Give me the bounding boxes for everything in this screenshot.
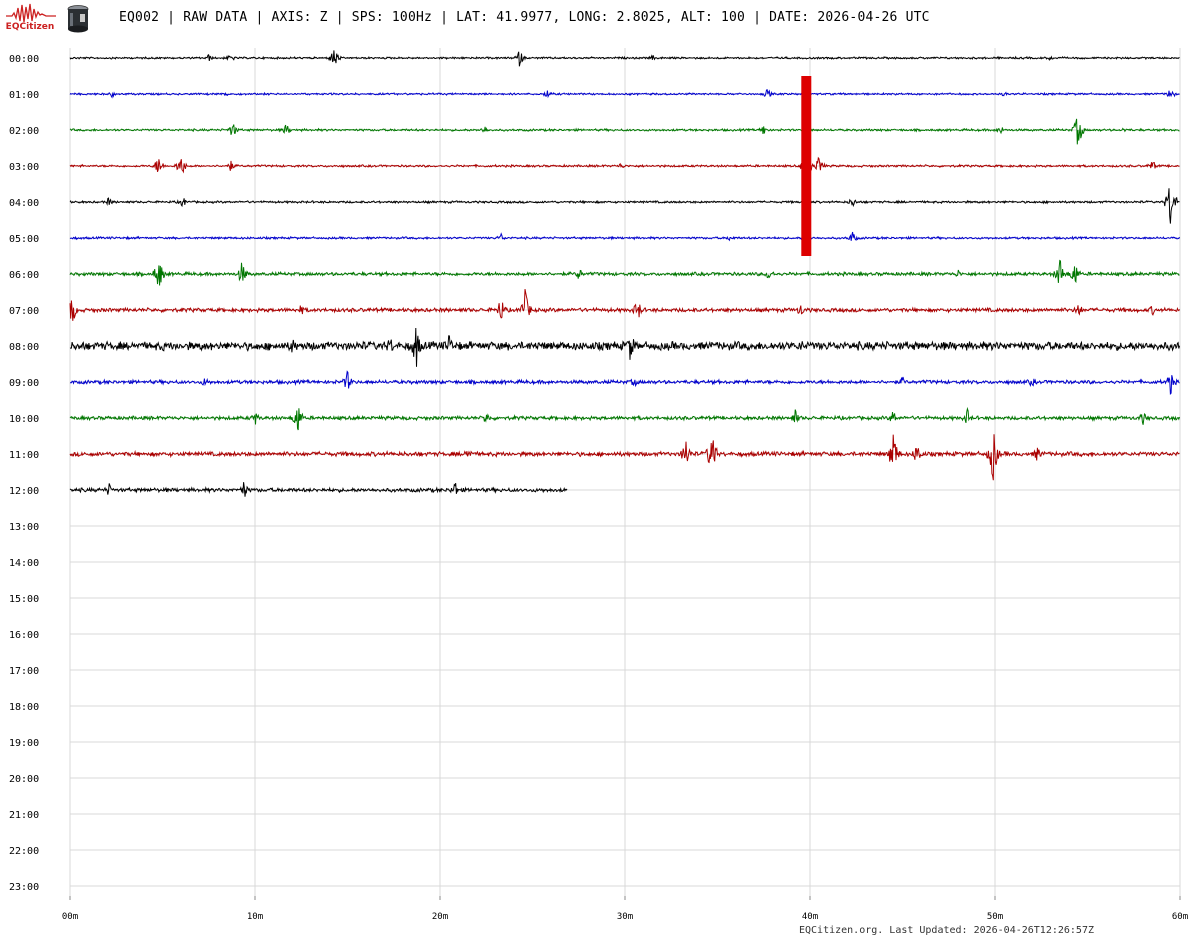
trace-line (69, 434, 1180, 481)
hour-label: 15:00 (9, 594, 39, 605)
hour-label: 11:00 (9, 450, 39, 461)
seismogram-logo-icon (6, 3, 56, 23)
minute-tick-label: 40m (802, 912, 818, 922)
hour-label: 18:00 (9, 702, 39, 713)
trace-line (69, 118, 1180, 145)
hour-label: 20:00 (9, 774, 39, 785)
grid (69, 48, 1181, 900)
trace-line (69, 154, 1180, 180)
minute-tick-label: 60m (1172, 912, 1188, 922)
trace-line (69, 188, 1180, 224)
header: EQCitizen EQ002 | RAW DATA | AXIS: Z | S… (0, 0, 1200, 38)
minute-tick-label: 50m (987, 912, 1003, 922)
minute-tick-label: 10m (247, 912, 263, 922)
minute-tick-label: 20m (432, 912, 448, 922)
logo-text: EQCitizen (5, 22, 55, 32)
footer-status: EQCitizen.org. Last Updated: 2026-04-26T… (798, 925, 1094, 936)
event-marker-layer (801, 76, 812, 256)
hour-label: 21:00 (9, 810, 39, 821)
trace-line (69, 406, 1180, 431)
hour-label: 05:00 (9, 234, 39, 245)
trace-line (69, 482, 568, 497)
minute-tick-label: 00m (62, 912, 78, 922)
hour-label: 23:00 (9, 882, 39, 893)
minute-tick-label: 30m (617, 912, 633, 922)
trace-line (69, 289, 1180, 321)
hour-label: 10:00 (9, 414, 39, 425)
trace-line (69, 89, 1180, 99)
hour-label: 22:00 (9, 846, 39, 857)
hour-label: 07:00 (9, 306, 39, 317)
hour-label: 01:00 (9, 90, 39, 101)
trace-line (69, 50, 1180, 67)
hour-label: 19:00 (9, 738, 39, 749)
hour-label: 02:00 (9, 126, 39, 137)
sensor-icon (66, 4, 90, 34)
hour-label: 09:00 (9, 378, 39, 389)
hour-label: 12:00 (9, 486, 39, 497)
hour-label: 03:00 (9, 162, 39, 173)
hour-label: 08:00 (9, 342, 39, 353)
hour-label: 13:00 (9, 522, 39, 533)
hour-label: 06:00 (9, 270, 39, 281)
hour-label: 00:00 (9, 54, 39, 65)
trace-line (69, 259, 1180, 286)
page-title: EQ002 | RAW DATA | AXIS: Z | SPS: 100Hz … (119, 10, 930, 25)
axis-labels: 00:00 01:00 02:00 03:00 04:00 05:00 06:00 07:00… (9, 54, 1188, 922)
traces (69, 50, 1180, 497)
hour-label: 14:00 (9, 558, 39, 569)
trace-line (69, 370, 1180, 396)
hour-label: 17:00 (9, 666, 39, 677)
event-marker (801, 76, 812, 256)
hour-label: 16:00 (9, 630, 39, 641)
trace-line (69, 327, 1180, 367)
eqcitizen-logo (4, 2, 58, 36)
hour-label: 04:00 (9, 198, 39, 209)
trace-line (69, 231, 1180, 243)
